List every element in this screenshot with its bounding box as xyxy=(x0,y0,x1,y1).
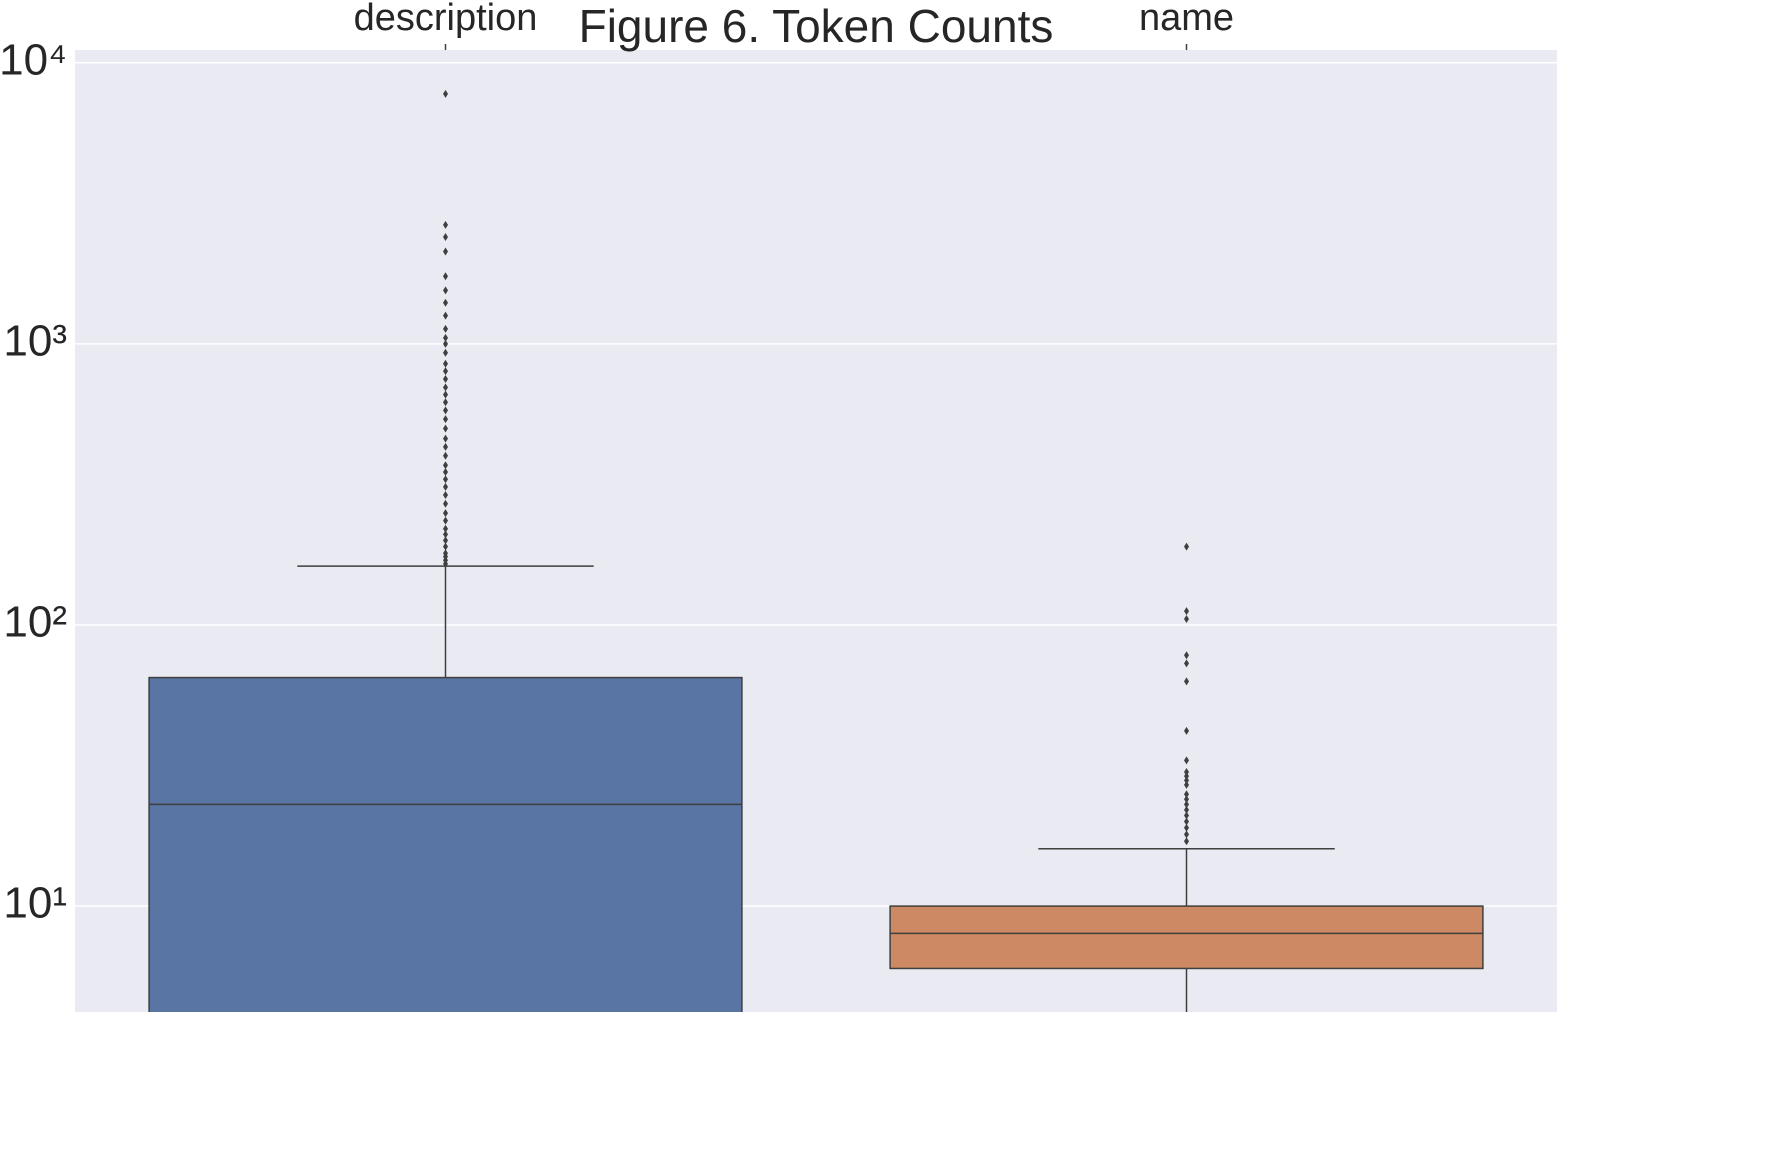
outlier xyxy=(1184,659,1189,668)
outlier xyxy=(1184,780,1189,789)
outlier xyxy=(443,461,448,470)
outlier xyxy=(443,390,448,399)
outlier xyxy=(443,536,448,545)
outlier xyxy=(1184,767,1189,776)
outlier xyxy=(443,220,448,229)
outlier xyxy=(1184,615,1189,624)
outlier xyxy=(443,475,448,484)
outlier xyxy=(443,374,448,383)
outlier xyxy=(1184,837,1189,846)
outlier xyxy=(1184,726,1189,735)
outlier xyxy=(443,509,448,518)
outlier xyxy=(443,383,448,392)
outlier xyxy=(1184,772,1189,781)
outlier xyxy=(1184,756,1189,765)
x-tick-label: name xyxy=(1139,0,1234,39)
outlier xyxy=(443,468,448,477)
outlier xyxy=(443,367,448,376)
outlier xyxy=(443,298,448,307)
outlier xyxy=(1184,776,1189,785)
outlier xyxy=(443,424,448,433)
box xyxy=(889,905,1484,970)
y-tick-label: 10⁴ xyxy=(0,35,67,84)
outlier xyxy=(443,232,448,241)
outlier xyxy=(443,482,448,491)
x-tick-label: description xyxy=(354,0,538,39)
outlier xyxy=(443,311,448,320)
outlier xyxy=(443,324,448,333)
outlier xyxy=(1184,790,1189,799)
outlier xyxy=(443,89,448,98)
outlier xyxy=(443,499,448,508)
outlier xyxy=(1184,607,1189,616)
outlier xyxy=(1184,542,1189,551)
outlier xyxy=(443,442,448,451)
outlier xyxy=(1184,800,1189,809)
chart-title: Figure 6. Token Counts xyxy=(579,0,1054,52)
outlier xyxy=(443,530,448,539)
outlier xyxy=(443,286,448,295)
outlier xyxy=(443,359,448,368)
outlier xyxy=(443,333,448,342)
outlier xyxy=(1184,795,1189,804)
outlier xyxy=(443,272,448,281)
outlier xyxy=(1184,651,1189,660)
outlier xyxy=(443,451,448,460)
plot-area xyxy=(148,89,1484,1012)
outlier xyxy=(443,247,448,256)
y-tick-label: 10³ xyxy=(3,316,67,365)
outlier xyxy=(443,524,448,533)
outlier xyxy=(1184,811,1189,820)
outlier xyxy=(443,542,448,551)
outlier xyxy=(443,339,448,348)
y-tick-label: 10² xyxy=(3,598,67,647)
outlier xyxy=(443,434,448,443)
box xyxy=(148,676,743,1012)
outlier xyxy=(1184,805,1189,814)
outlier xyxy=(443,415,448,424)
outlier xyxy=(443,398,448,407)
outlier xyxy=(1184,817,1189,826)
labels: 10¹ 10² 10³ 10⁴ description name xyxy=(0,0,1234,928)
outlier xyxy=(443,490,448,499)
outlier xyxy=(443,406,448,415)
outlier xyxy=(1184,823,1189,832)
outlier xyxy=(1184,677,1189,686)
outlier xyxy=(443,549,448,558)
y-tick-label: 10¹ xyxy=(3,879,67,928)
outlier xyxy=(1184,830,1189,839)
outlier xyxy=(443,516,448,525)
outlier xyxy=(443,348,448,357)
